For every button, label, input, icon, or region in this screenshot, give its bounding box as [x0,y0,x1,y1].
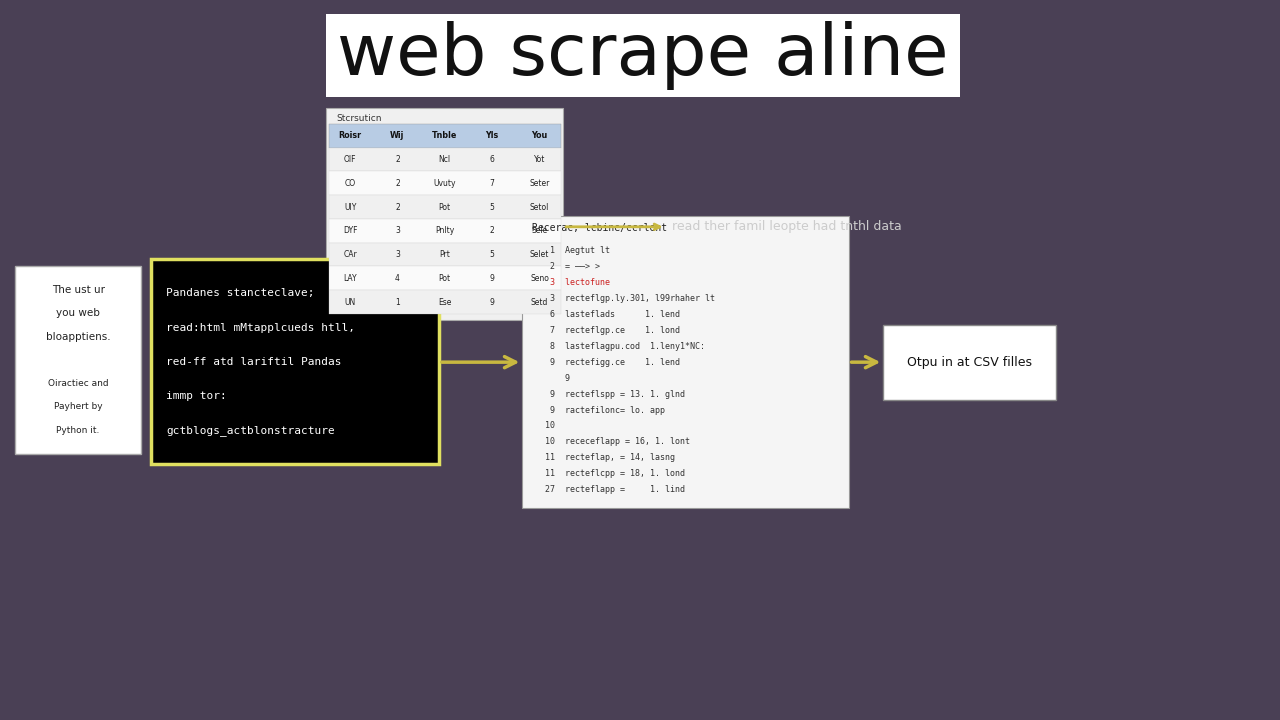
FancyBboxPatch shape [329,266,561,290]
Text: read ther famil leopte had tnthl data: read ther famil leopte had tnthl data [672,220,901,233]
FancyBboxPatch shape [522,216,849,508]
Text: 8  lasteflagpu.cod  1.leny1*NC:: 8 lasteflagpu.cod 1.leny1*NC: [535,342,705,351]
Text: web scrape aline: web scrape aline [338,22,948,90]
Text: Seno: Seno [530,274,549,283]
Text: you web: you web [56,308,100,318]
Text: 3  recteflgp.ly.301, l99rhaher lt: 3 recteflgp.ly.301, l99rhaher lt [535,294,716,303]
Text: 9  rectefigg.ce    1. lend: 9 rectefigg.ce 1. lend [535,358,680,366]
Text: 10: 10 [535,421,556,431]
Text: read:html mMtapplcueds htll,: read:html mMtapplcueds htll, [166,323,356,333]
Text: Tnble: Tnble [433,131,457,140]
Text: Sele: Sele [531,226,548,235]
Text: LAY: LAY [343,274,357,283]
Text: bloapptiens.: bloapptiens. [46,332,110,341]
Text: The ust ur: The ust ur [51,285,105,294]
Text: CO: CO [344,179,356,188]
Text: CAr: CAr [343,250,357,259]
Text: Setol: Setol [530,202,549,212]
Text: 11  recteflap, = 14, lasng: 11 recteflap, = 14, lasng [535,454,675,462]
Text: 3: 3 [396,226,399,235]
Text: 2  = ——> >: 2 = ——> > [535,262,600,271]
Text: 4: 4 [396,274,399,283]
FancyBboxPatch shape [329,171,561,195]
Text: Wij: Wij [390,131,404,140]
Text: Uvuty: Uvuty [434,179,456,188]
Text: 2: 2 [396,155,399,164]
Text: Pandanes stancteclave;: Pandanes stancteclave; [166,289,315,298]
FancyBboxPatch shape [326,108,563,320]
FancyBboxPatch shape [329,148,561,171]
Text: DYF: DYF [343,226,357,235]
Text: 2: 2 [396,179,399,188]
Text: Stcrsuticn: Stcrsuticn [337,114,383,122]
Text: You: You [531,131,548,140]
Text: 5: 5 [490,202,494,212]
Text: Selet: Selet [530,250,549,259]
Text: 2: 2 [490,226,494,235]
FancyBboxPatch shape [329,195,561,219]
FancyBboxPatch shape [151,259,439,464]
Text: red-ff atd lariftil Pandas: red-ff atd lariftil Pandas [166,357,342,366]
Text: 1: 1 [396,297,399,307]
Text: immp tor:: immp tor: [166,391,227,401]
Text: gctblogs_actblonstracture: gctblogs_actblonstracture [166,425,335,436]
Text: 9: 9 [490,274,494,283]
Text: UIY: UIY [344,202,356,212]
Text: 11  recteflcpp = 18, 1. lond: 11 recteflcpp = 18, 1. lond [535,469,685,478]
Text: Yot: Yot [534,155,545,164]
FancyBboxPatch shape [329,124,561,148]
Text: 27  recteflapp =     1. lind: 27 recteflapp = 1. lind [535,485,685,494]
FancyBboxPatch shape [326,14,960,97]
FancyBboxPatch shape [329,219,561,243]
FancyBboxPatch shape [329,290,561,314]
Text: Pot: Pot [439,202,451,212]
Text: Roisr: Roisr [338,131,362,140]
Text: 9: 9 [490,297,494,307]
Text: 3  lectofune: 3 lectofune [535,278,611,287]
Text: 5: 5 [490,250,494,259]
Text: Recerac, lcbine/ccrlent: Recerac, lcbine/ccrlent [532,223,668,233]
Text: Ncl: Ncl [439,155,451,164]
Text: Pot: Pot [439,274,451,283]
Text: Ese: Ese [438,297,452,307]
FancyBboxPatch shape [329,243,561,266]
Text: 7: 7 [490,179,494,188]
Text: 1  Aegtut lt: 1 Aegtut lt [535,246,611,256]
Text: 7  recteflgp.ce    1. lond: 7 recteflgp.ce 1. lond [535,326,680,335]
Text: 9  ractefilonc= lo. app: 9 ractefilonc= lo. app [535,405,666,415]
Text: Payhert by: Payhert by [54,402,102,411]
Text: 10  receceflapp = 16, 1. lont: 10 receceflapp = 16, 1. lont [535,437,690,446]
Text: 9: 9 [535,374,570,382]
Text: UN: UN [344,297,356,307]
Text: 9  recteflspp = 13. 1. glnd: 9 recteflspp = 13. 1. glnd [535,390,685,399]
Text: Otpu in at CSV filles: Otpu in at CSV filles [908,356,1032,369]
Text: Yls: Yls [485,131,499,140]
Text: Python it.: Python it. [56,426,100,435]
Text: Setd: Setd [531,297,548,307]
Text: 3: 3 [396,250,399,259]
Text: 6  lasteflads      1. lend: 6 lasteflads 1. lend [535,310,680,319]
Text: Pnlty: Pnlty [435,226,454,235]
Text: OlF: OlF [344,155,356,164]
FancyBboxPatch shape [15,266,141,454]
FancyBboxPatch shape [883,325,1056,400]
Text: 6: 6 [490,155,494,164]
Text: 2: 2 [396,202,399,212]
Text: Seter: Seter [530,179,549,188]
Text: Prt: Prt [439,250,451,259]
Text: Oiractiec and: Oiractiec and [47,379,109,388]
